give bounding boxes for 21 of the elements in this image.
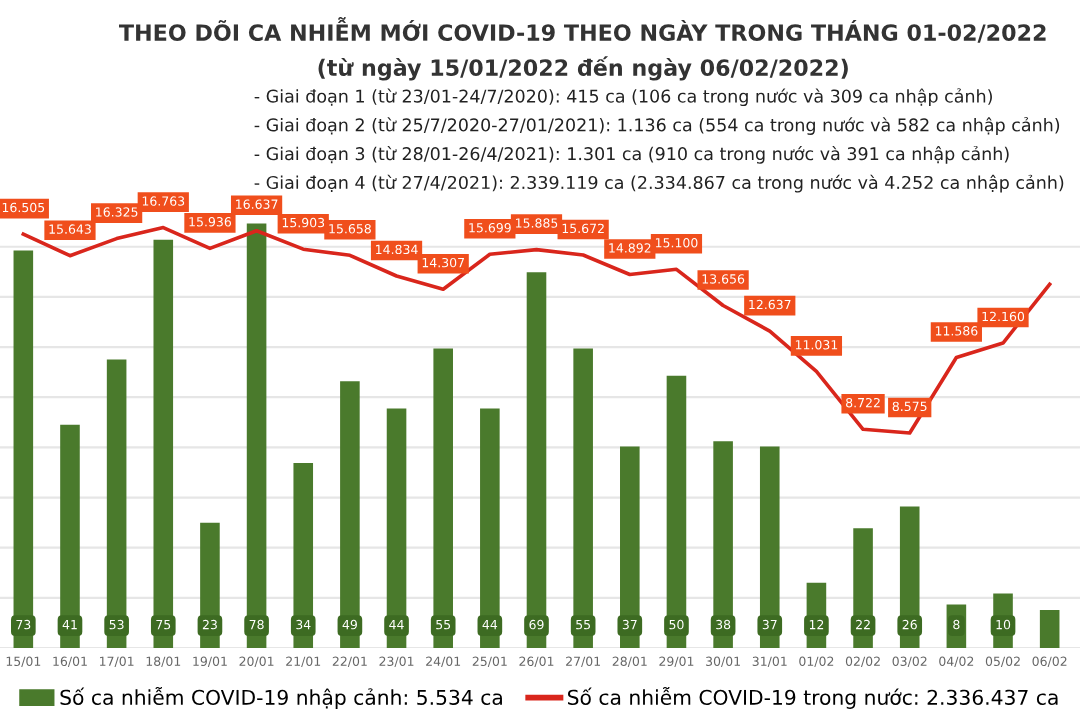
chart-subtitle: (từ ngày 15/01/2022 đến ngày 06/02/2022) bbox=[318, 56, 848, 81]
legend-label: Số ca nhiễm COVID-19 trong nước: 2.336.437 ca bbox=[567, 686, 1058, 709]
bar bbox=[573, 348, 593, 648]
text: - Giai đoạn 2 (từ 25/7/2020-27/01/2021): 1.136 ca (554 ca trong nước và 582 ca nhập cảnh) bbox=[254, 117, 1060, 135]
bar bbox=[1039, 609, 1060, 648]
text: - Giai đoạn 4 (từ 27/4/2021): 2.339.119 ca (2.334.867 ca trong nước và 4.252 ca nhập cảnh) bbox=[254, 174, 1064, 193]
bar bbox=[13, 250, 34, 648]
bar bbox=[246, 223, 267, 648]
text: - Giai đoạn 1 (từ 23/01-24/7/2020): 415 ca (106 ca trong nước và 309 ca nhập cảnh) bbox=[254, 88, 992, 107]
bar bbox=[106, 359, 127, 648]
bar bbox=[526, 272, 547, 648]
bar bbox=[713, 441, 733, 648]
bar bbox=[340, 381, 360, 648]
bar bbox=[153, 239, 174, 648]
bar bbox=[293, 462, 314, 648]
text: - Giai đoạn 3 (từ 28/01-26/4/2021): 1.301 ca (910 ca trong nước và 391 ca nhập cảnh) bbox=[254, 145, 1009, 164]
bar bbox=[60, 424, 80, 648]
chart-title: THEO DÕI CA NHIỄM MỚI COVID-19 THEO NGÀY TRONG THÁNG 01-02/2022 bbox=[119, 16, 1046, 43]
legend-label: Số ca nhiễm COVID-19 nhập cảnh: 5.534 ca bbox=[60, 686, 502, 709]
bar bbox=[433, 348, 453, 648]
bar bbox=[480, 408, 500, 648]
